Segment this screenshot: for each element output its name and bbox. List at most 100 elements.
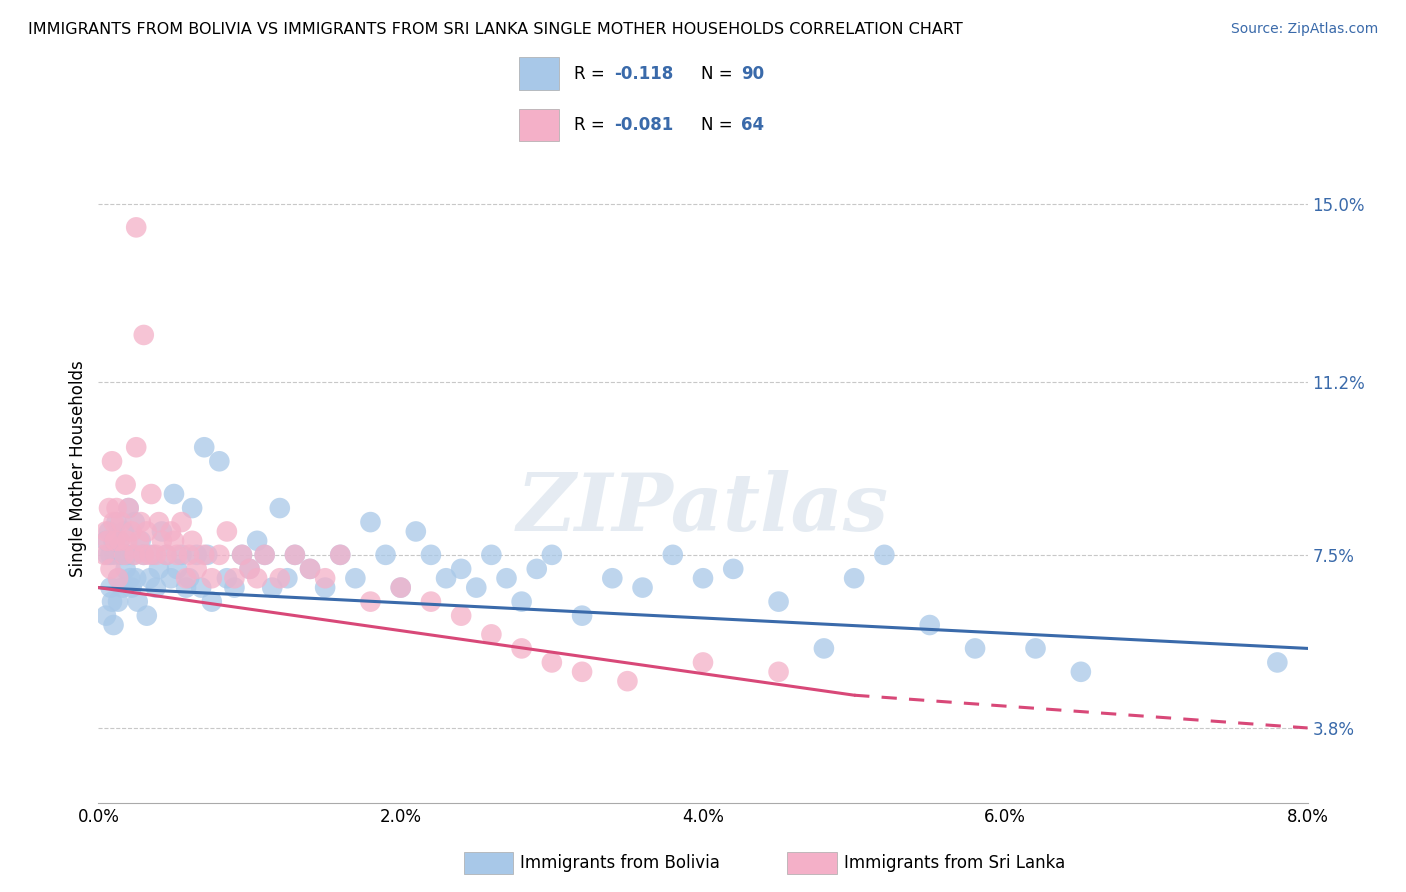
Point: [262, 581, 284, 595]
Point: [481, 627, 503, 641]
Point: [541, 656, 564, 670]
Point: [132, 548, 155, 562]
Text: IMMIGRANTS FROM BOLIVIA VS IMMIGRANTS FROM SRI LANKA SINGLE MOTHER HOUSEHOLDS CO: IMMIGRANTS FROM BOLIVIA VS IMMIGRANTS FR…: [28, 22, 963, 37]
Point: [450, 608, 472, 623]
Point: [120, 571, 142, 585]
Text: R =: R =: [574, 116, 610, 134]
Text: ZIPatlas: ZIPatlas: [517, 470, 889, 547]
Point: [208, 548, 231, 562]
Point: [129, 515, 152, 529]
Point: [139, 571, 162, 585]
Point: [344, 571, 367, 585]
Point: [201, 594, 224, 608]
Point: [224, 581, 246, 595]
Point: [450, 562, 472, 576]
Point: [110, 548, 132, 562]
Point: [186, 562, 208, 576]
Point: [190, 581, 212, 595]
Point: [150, 524, 173, 539]
Point: [101, 454, 124, 468]
Text: -0.081: -0.081: [614, 116, 673, 134]
Point: [100, 562, 122, 576]
Point: [616, 674, 638, 689]
Point: [135, 608, 157, 623]
Text: 90: 90: [741, 64, 765, 82]
Point: [510, 641, 533, 656]
Point: [163, 533, 186, 548]
Point: [166, 562, 188, 576]
Point: [96, 533, 118, 548]
Point: [166, 548, 188, 562]
Point: [101, 594, 124, 608]
Point: [208, 454, 231, 468]
Point: [145, 581, 167, 595]
Point: [125, 220, 148, 235]
Point: [276, 571, 298, 585]
Point: [114, 477, 136, 491]
Point: [510, 594, 533, 608]
Point: [148, 515, 170, 529]
Point: [193, 440, 215, 454]
Point: [100, 548, 122, 562]
Point: [231, 548, 253, 562]
Point: [132, 548, 155, 562]
Point: [662, 548, 685, 562]
Point: [132, 328, 155, 343]
Point: [360, 594, 382, 608]
Point: [602, 571, 624, 585]
Point: [107, 571, 129, 585]
Point: [124, 515, 146, 529]
Point: [374, 548, 396, 562]
Text: -0.118: -0.118: [614, 64, 673, 82]
Point: [98, 524, 121, 539]
Point: [105, 515, 128, 529]
Point: [96, 548, 118, 562]
Point: [723, 562, 745, 576]
Point: [768, 594, 790, 608]
Point: [918, 618, 941, 632]
Point: [155, 548, 177, 562]
Point: [239, 562, 262, 576]
Point: [115, 548, 138, 562]
Point: [692, 571, 714, 585]
Point: [1070, 665, 1092, 679]
Text: Immigrants from Bolivia: Immigrants from Bolivia: [520, 855, 720, 872]
Point: [129, 533, 152, 548]
Point: [389, 581, 412, 595]
Point: [246, 571, 269, 585]
Point: [873, 548, 896, 562]
Point: [107, 594, 129, 608]
Point: [118, 501, 141, 516]
Point: [111, 581, 134, 595]
Point: [224, 571, 246, 585]
Point: [170, 548, 193, 562]
FancyBboxPatch shape: [519, 57, 558, 89]
Point: [93, 548, 115, 562]
Point: [105, 501, 128, 516]
Point: [314, 571, 336, 585]
Point: [160, 571, 183, 585]
Point: [163, 487, 186, 501]
Point: [246, 533, 269, 548]
Point: [118, 501, 141, 516]
Point: [844, 571, 866, 585]
Point: [94, 608, 117, 623]
Point: [100, 581, 122, 595]
Point: [269, 571, 291, 585]
Point: [112, 524, 135, 539]
Point: [160, 524, 183, 539]
Point: [179, 571, 201, 585]
Point: [193, 548, 215, 562]
Point: [112, 548, 135, 562]
Point: [104, 548, 127, 562]
Point: [284, 548, 307, 562]
Point: [299, 562, 322, 576]
Point: [495, 571, 517, 585]
Point: [122, 548, 145, 562]
Point: [692, 656, 714, 670]
Point: [141, 487, 163, 501]
Point: [181, 533, 204, 548]
Point: [329, 548, 352, 562]
Point: [170, 515, 193, 529]
Point: [145, 548, 167, 562]
